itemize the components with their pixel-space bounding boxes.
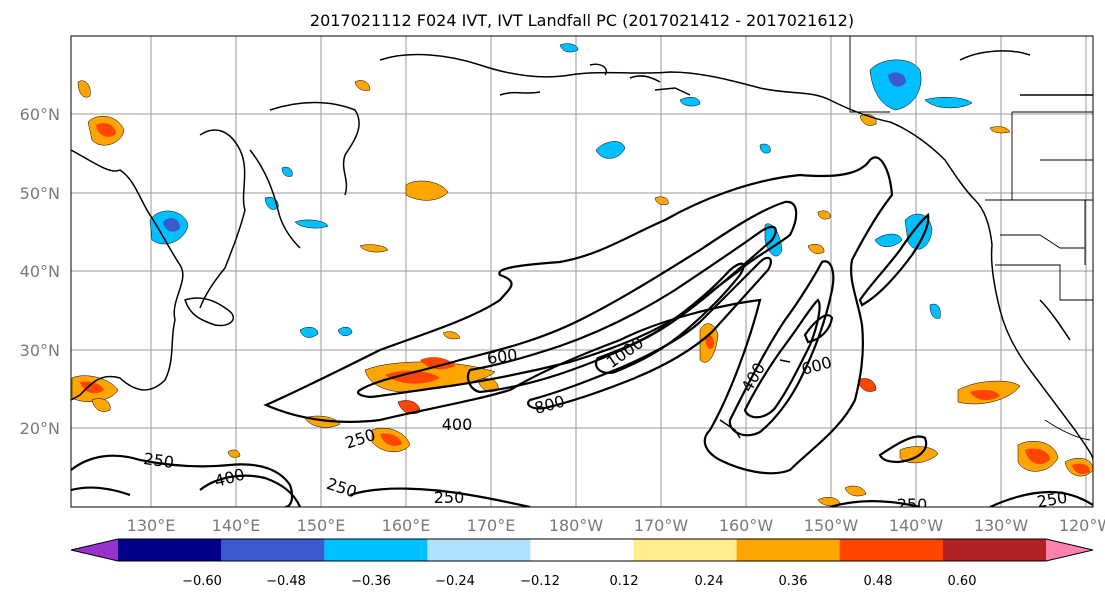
colorbar-segment xyxy=(118,539,222,561)
political-borders xyxy=(849,36,1093,441)
lat-label: 40°N xyxy=(20,262,60,281)
lat-label: 50°N xyxy=(20,184,60,203)
colorbar-tick: −0.36 xyxy=(351,574,391,589)
longitude-labels: 130°E 140°E 150°E 160°E 170°E 180°W 170°… xyxy=(127,516,1105,535)
lon-label: 140°E xyxy=(212,516,261,535)
figure-title: 2017021112 F024 IVT, IVT Landfall PC (20… xyxy=(310,11,854,30)
ivt-contours xyxy=(71,156,1093,507)
lon-label: 160°W xyxy=(719,516,774,535)
pc-shading xyxy=(71,43,1093,507)
colorbar-tick: −0.60 xyxy=(182,574,222,589)
colorbar-tick: 0.24 xyxy=(695,574,724,589)
colorbar-tick: 0.60 xyxy=(948,574,977,589)
colorbar-outline xyxy=(70,538,1094,562)
contour-label: 250 xyxy=(434,488,465,507)
lon-label: 160°E xyxy=(382,516,431,535)
coastlines xyxy=(71,50,1093,461)
lon-label: 170°W xyxy=(634,516,689,535)
graticule xyxy=(71,36,1093,507)
contour-label: 250 xyxy=(897,495,928,514)
lon-label: 150°E xyxy=(297,516,346,535)
latitude-labels: 60°N 50°N 40°N 30°N 20°N xyxy=(20,105,60,438)
colorbar-tick: 0.36 xyxy=(779,574,808,589)
colorbar-segment xyxy=(221,539,325,561)
colorbar-tick: −0.12 xyxy=(520,574,560,589)
colorbar-tick: 0.48 xyxy=(864,574,893,589)
lon-label: 120°W xyxy=(1059,516,1105,535)
colorbar-segment xyxy=(942,539,1047,561)
lat-label: 20°N xyxy=(20,419,60,438)
colorbar-segment xyxy=(530,539,635,561)
colorbar-segments xyxy=(71,539,1093,561)
map-frame xyxy=(70,35,1094,508)
colorbar-segment xyxy=(736,539,841,561)
colorbar: −0.60 −0.48 −0.36 −0.24 −0.12 0.12 0.24 … xyxy=(70,538,1094,589)
colorbar-segment xyxy=(839,539,944,561)
colorbar-tick: −0.48 xyxy=(266,574,306,589)
contour-label: 250 xyxy=(1035,488,1068,512)
contour-label: 400 xyxy=(442,415,473,434)
colorbar-tick: −0.24 xyxy=(435,574,475,589)
lon-label: 130°E xyxy=(127,516,176,535)
lat-label: 60°N xyxy=(20,105,60,124)
lon-label: 180°W xyxy=(549,516,604,535)
lon-label: 150°W xyxy=(804,516,859,535)
lon-label: 140°W xyxy=(889,516,944,535)
colorbar-segment xyxy=(633,539,738,561)
colorbar-segment xyxy=(1046,539,1093,561)
colorbar-segment xyxy=(71,539,118,561)
lon-label: 130°W xyxy=(974,516,1029,535)
lon-label: 170°E xyxy=(467,516,516,535)
colorbar-segment xyxy=(324,539,428,561)
colorbar-tick: 0.12 xyxy=(610,574,639,589)
contour-label: 600 xyxy=(486,345,519,368)
contour-label: 250 xyxy=(142,449,175,472)
lat-label: 30°N xyxy=(20,341,60,360)
colorbar-segment xyxy=(427,539,531,561)
